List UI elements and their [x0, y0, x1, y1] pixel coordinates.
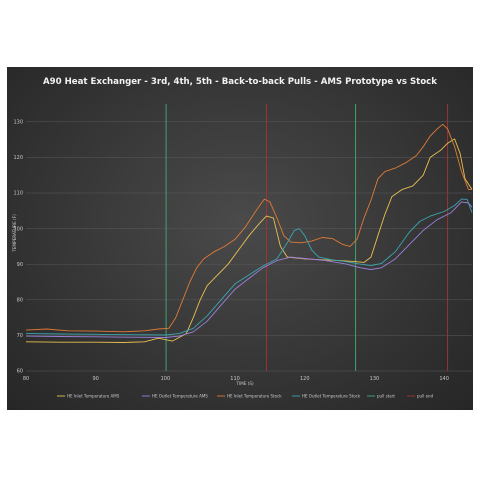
x-tick-130: 130 — [370, 376, 380, 382]
legend-label-3: HE Inlet Temperature Stock — [227, 393, 282, 398]
y-tick-60: 60 — [17, 369, 23, 375]
x-tick-100: 100 — [161, 376, 171, 382]
y-tick-120: 120 — [13, 155, 23, 161]
y-tick-100: 100 — [13, 226, 23, 232]
legend: HE Inlet Temperature AMS HE Outlet Temper… — [57, 393, 434, 398]
chart-svg: A90 Heat Exchanger - 3rd, 4th, 5th - Bac… — [12, 77, 473, 398]
x-tick-labels: 80 90 100 110 120 130 140 — [23, 376, 449, 382]
y-tick-80: 80 — [17, 298, 23, 304]
y-tick-labels: 60 70 80 90 100 110 120 130 — [13, 120, 23, 375]
x-tick-140: 140 — [439, 376, 449, 382]
chart-title: A90 Heat Exchanger - 3rd, 4th, 5th - Bac… — [43, 77, 437, 87]
x-tick-110: 110 — [230, 376, 240, 382]
series-line-4 — [25, 198, 473, 336]
series-line-2 — [25, 201, 473, 338]
legend-label-1: HE Inlet Temperature AMS — [67, 393, 120, 398]
y-tick-110: 110 — [13, 191, 23, 197]
y-axis-label: TEMPERATURE (F) — [12, 214, 17, 253]
legend-label-5: pull start — [377, 393, 395, 398]
grid-lines — [26, 121, 472, 372]
pull-markers — [165, 104, 449, 371]
x-tick-120: 120 — [300, 376, 310, 382]
y-tick-90: 90 — [17, 262, 23, 268]
legend-label-6: pull end — [417, 393, 434, 398]
x-axis-label: TIME (S) — [235, 381, 254, 386]
x-tick-80: 80 — [23, 376, 29, 382]
series-line-3 — [25, 123, 472, 333]
series-lines — [25, 123, 473, 343]
legend-label-2: HE Outlet Temperature AMS — [152, 393, 208, 398]
y-tick-130: 130 — [13, 120, 23, 126]
legend-label-4: HE Outlet Temperature Stock — [302, 393, 361, 398]
x-tick-90: 90 — [93, 376, 99, 382]
chart-panel: A90 Heat Exchanger - 3rd, 4th, 5th - Bac… — [7, 67, 473, 410]
series-line-1 — [25, 138, 473, 343]
y-tick-70: 70 — [17, 333, 23, 339]
